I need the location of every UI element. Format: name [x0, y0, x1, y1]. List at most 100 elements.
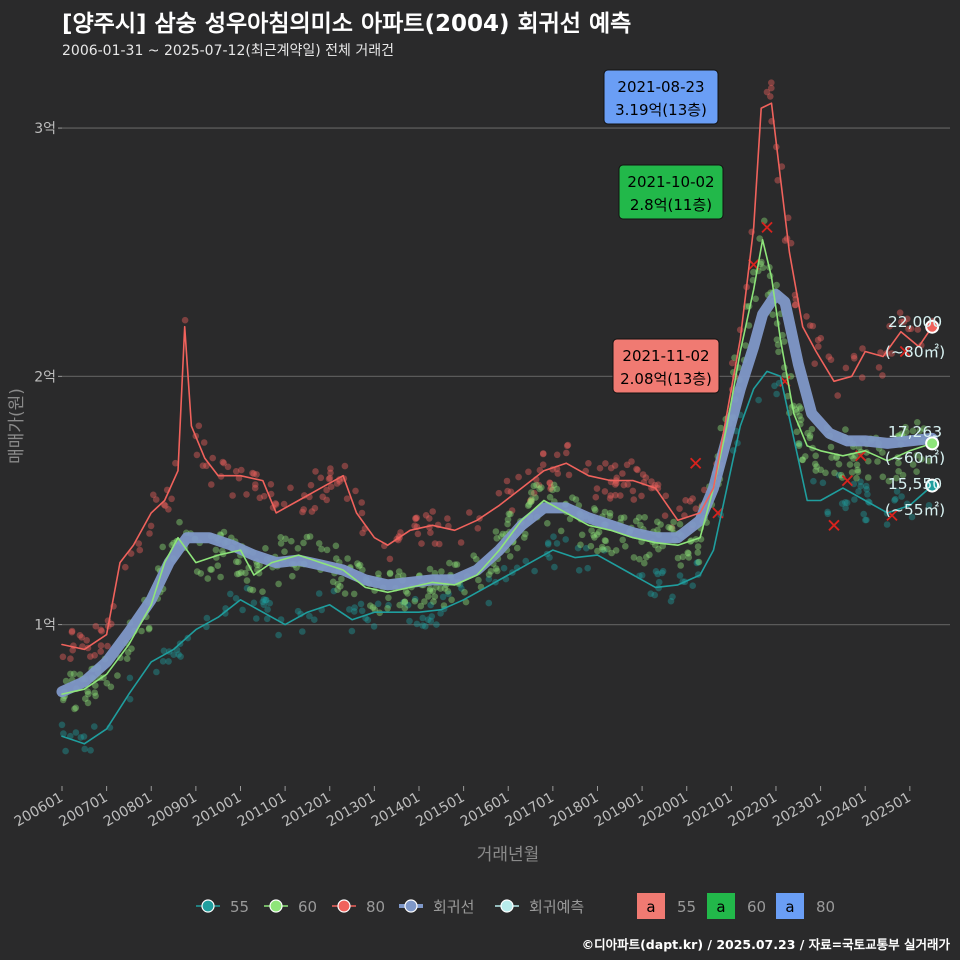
transaction-point	[784, 214, 792, 222]
transaction-point	[811, 460, 819, 468]
transaction-point	[421, 598, 428, 605]
transaction-point	[684, 549, 691, 556]
transaction-point	[848, 469, 856, 476]
transaction-point	[318, 545, 325, 553]
transaction-point	[773, 390, 780, 398]
transaction-point	[259, 598, 267, 606]
transaction-point	[411, 522, 418, 530]
legend-box-glyph: a	[785, 898, 794, 916]
transaction-point	[875, 364, 883, 371]
transaction-point	[547, 484, 555, 491]
transaction-point	[234, 570, 241, 578]
transaction-point	[850, 455, 857, 462]
transaction-point	[97, 648, 104, 655]
transaction-point	[907, 325, 915, 333]
transaction-point	[654, 570, 661, 578]
transaction-point	[827, 356, 835, 364]
transaction-point	[854, 466, 861, 474]
transaction-point	[623, 461, 631, 469]
transaction-point	[249, 469, 256, 477]
transaction-point	[351, 608, 358, 615]
y-tick-label: 3억	[34, 121, 56, 137]
transaction-point	[864, 491, 871, 498]
transaction-point	[458, 585, 465, 592]
transaction-point	[78, 634, 85, 641]
transaction-point	[507, 488, 515, 496]
transaction-point	[429, 508, 437, 515]
transaction-point	[914, 326, 922, 333]
transaction-point	[806, 434, 814, 442]
x-tick-label: 201501	[413, 790, 467, 831]
transaction-point	[676, 505, 683, 512]
transaction-point	[280, 500, 288, 508]
transaction-point	[763, 88, 771, 96]
transaction-point	[775, 348, 782, 356]
transaction-point	[153, 668, 160, 676]
transaction-point	[193, 451, 201, 459]
transaction-point	[402, 588, 410, 595]
transaction-point	[569, 494, 576, 502]
transaction-point	[446, 559, 453, 567]
callout-price: 3.19억(13층)	[615, 101, 707, 119]
transaction-point	[272, 501, 280, 508]
transaction-point	[217, 573, 224, 581]
legend-item: 60	[264, 898, 317, 916]
transaction-point	[835, 471, 843, 479]
end-marker-80	[925, 319, 940, 334]
transaction-point	[333, 555, 340, 562]
transaction-point	[575, 567, 583, 574]
transaction-point	[804, 429, 811, 437]
transaction-point	[419, 614, 427, 622]
transaction-point	[806, 322, 814, 329]
transaction-point	[895, 459, 902, 467]
transaction-point	[126, 695, 134, 703]
legend: 55 60 80 회귀선 회귀예측 a 55 a 60 a 80	[196, 893, 835, 919]
y-axis-label: 매매가(원)	[7, 388, 27, 464]
transaction-point	[68, 627, 76, 635]
transaction-point	[676, 520, 684, 528]
transaction-point	[717, 424, 725, 432]
callout-55: 2021-11-02 2.08억(13층)	[612, 338, 720, 394]
transaction-point	[546, 479, 554, 487]
transaction-point	[601, 537, 609, 544]
transaction-point	[170, 651, 177, 658]
transaction-point	[145, 625, 153, 633]
transaction-point	[879, 473, 887, 481]
transaction-point	[694, 543, 702, 550]
transaction-point	[606, 509, 614, 517]
transaction-point	[617, 492, 624, 499]
transaction-point	[661, 512, 669, 519]
transaction-point	[506, 553, 514, 560]
transaction-point	[838, 500, 846, 507]
transaction-point	[350, 590, 358, 598]
transaction-point	[784, 392, 791, 400]
transaction-point	[898, 318, 905, 326]
transaction-point	[315, 540, 323, 547]
transaction-point	[553, 485, 561, 493]
transaction-point	[860, 510, 867, 518]
transaction-point	[462, 598, 470, 606]
transaction-point	[773, 336, 781, 344]
transaction-point	[275, 580, 282, 588]
transaction-point	[654, 518, 661, 526]
transaction-point	[159, 658, 167, 665]
end-area-label: (~80㎡)	[885, 343, 945, 361]
transaction-point	[426, 587, 434, 594]
transaction-point	[203, 614, 211, 622]
transaction-point	[287, 484, 294, 492]
transaction-point	[855, 488, 862, 495]
legend-label: 60	[747, 898, 766, 916]
transaction-point	[80, 733, 88, 740]
transaction-point	[858, 374, 866, 381]
transaction-point	[238, 569, 245, 576]
transaction-point	[591, 534, 598, 541]
transaction-point	[914, 419, 921, 426]
transaction-point	[612, 547, 620, 554]
transaction-point	[332, 542, 340, 550]
transaction-point	[791, 301, 799, 309]
transaction-point	[594, 547, 601, 555]
legend-label: 55	[677, 898, 696, 916]
transaction-point	[689, 495, 696, 502]
transaction-point	[433, 583, 440, 591]
